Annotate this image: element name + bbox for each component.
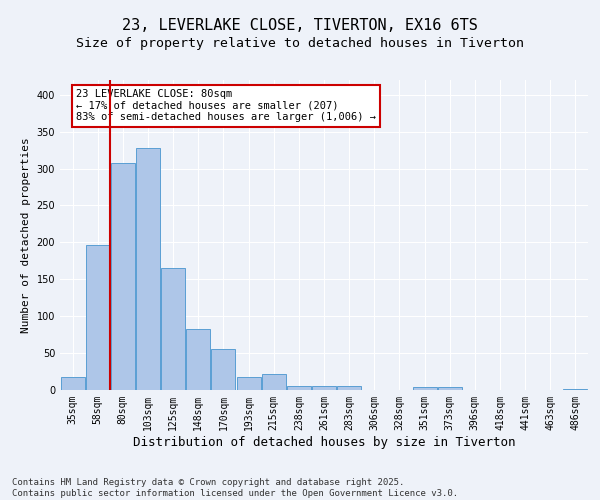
Bar bbox=[438, 387, 461, 390]
Bar bbox=[413, 387, 437, 390]
Bar bbox=[111, 164, 135, 390]
Bar bbox=[287, 386, 311, 390]
Bar bbox=[187, 328, 210, 390]
Bar bbox=[262, 374, 286, 390]
Bar bbox=[61, 376, 85, 390]
Bar bbox=[86, 244, 110, 390]
Text: Contains HM Land Registry data © Crown copyright and database right 2025.
Contai: Contains HM Land Registry data © Crown c… bbox=[12, 478, 458, 498]
X-axis label: Distribution of detached houses by size in Tiverton: Distribution of detached houses by size … bbox=[133, 436, 515, 448]
Text: 23, LEVERLAKE CLOSE, TIVERTON, EX16 6TS: 23, LEVERLAKE CLOSE, TIVERTON, EX16 6TS bbox=[122, 18, 478, 32]
Bar bbox=[337, 386, 361, 390]
Text: 23 LEVERLAKE CLOSE: 80sqm
← 17% of detached houses are smaller (207)
83% of semi: 23 LEVERLAKE CLOSE: 80sqm ← 17% of detac… bbox=[76, 90, 376, 122]
Bar bbox=[312, 386, 336, 390]
Bar bbox=[211, 348, 235, 390]
Bar bbox=[161, 268, 185, 390]
Text: Size of property relative to detached houses in Tiverton: Size of property relative to detached ho… bbox=[76, 38, 524, 51]
Y-axis label: Number of detached properties: Number of detached properties bbox=[21, 137, 31, 333]
Bar bbox=[236, 378, 260, 390]
Bar bbox=[563, 388, 587, 390]
Bar bbox=[136, 148, 160, 390]
